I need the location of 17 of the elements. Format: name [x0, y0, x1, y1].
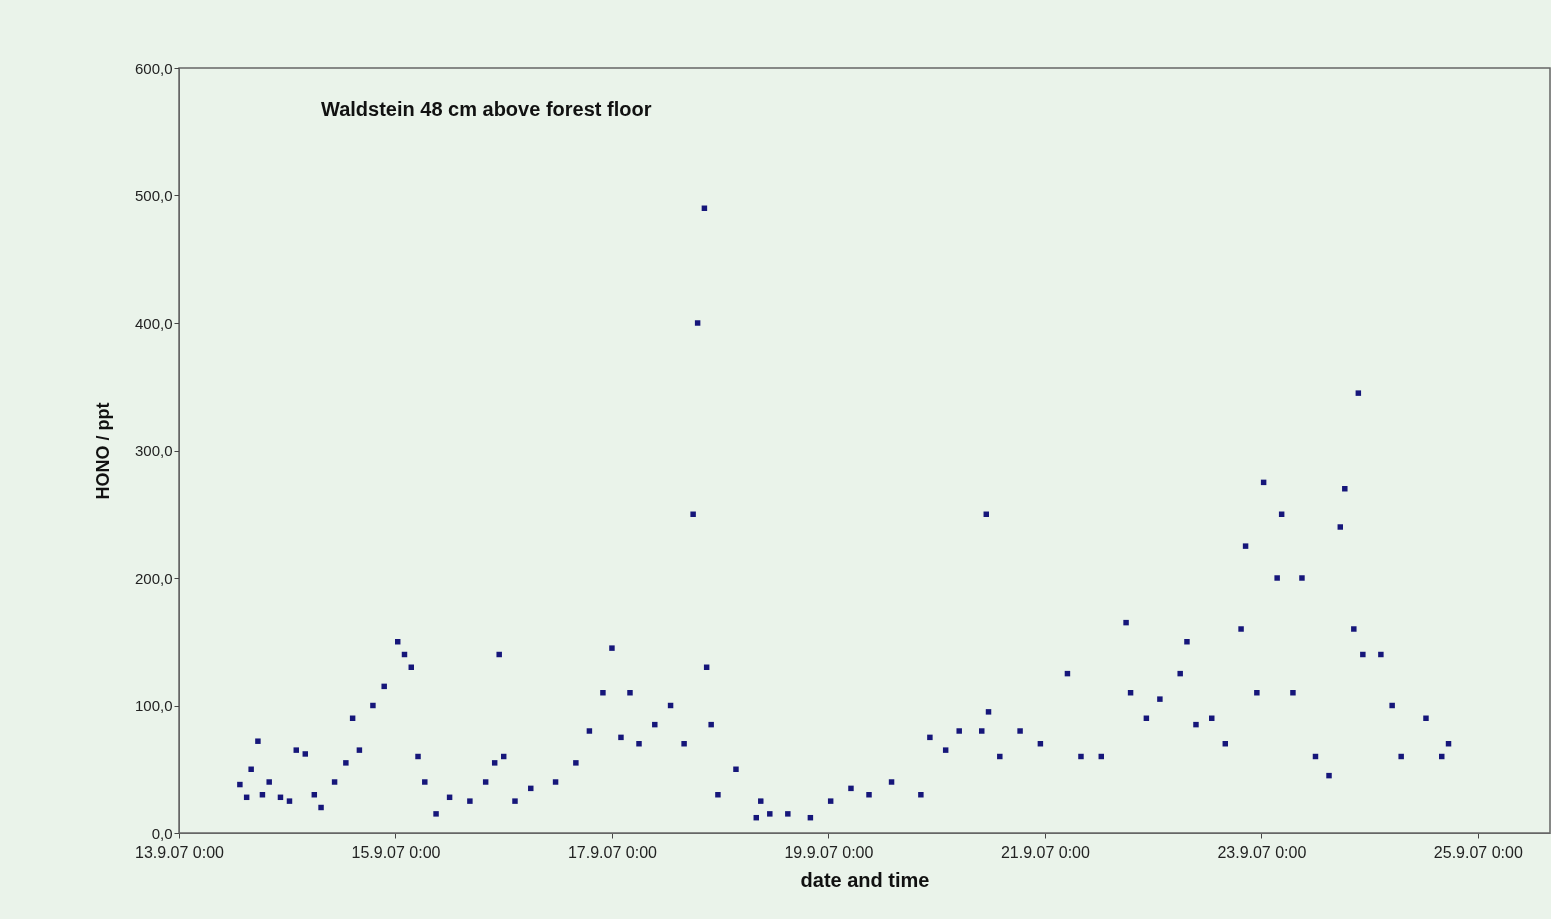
- x-tick-label: 19.9.07 0:00: [784, 843, 874, 861]
- x-tick-label: 23.9.07 0:00: [1217, 843, 1307, 861]
- x-tick-label: 21.9.07 0:00: [1000, 843, 1090, 861]
- x-tick-label: 13.9.07 0:00: [135, 843, 225, 861]
- y-tick-label: 300,0: [134, 442, 173, 459]
- x-axis-title: date and time: [800, 868, 930, 891]
- y-tick-label: 500,0: [134, 187, 173, 204]
- y-tick-label: 200,0: [134, 569, 173, 587]
- y-axis-title: HONO / ppt: [92, 402, 113, 500]
- y-tick-label: 600,0: [134, 59, 173, 77]
- x-tick-label: 25.9.07 0:00: [1433, 843, 1523, 861]
- y-tick-label: 100,0: [134, 697, 173, 714]
- annotation: Waldstein 48 cm above forest floor: [321, 98, 652, 120]
- x-tick-label: 15.9.07 0:00: [351, 843, 441, 861]
- y-tick-label: 400,0: [134, 314, 173, 332]
- y-tick-label: 0,0: [151, 824, 173, 842]
- x-tick-label: 17.9.07 0:00: [567, 843, 658, 861]
